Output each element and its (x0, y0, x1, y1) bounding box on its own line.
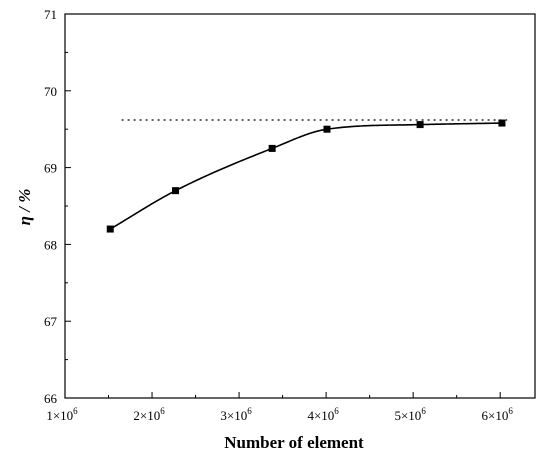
y-tick-label: 71 (44, 7, 57, 22)
x-tick-label: 4×106 (307, 406, 339, 423)
series-line (109, 122, 502, 230)
data-point-marker (172, 187, 180, 195)
x-tick-label: 6×106 (482, 406, 514, 423)
y-tick-label: 67 (44, 314, 58, 329)
y-axis-title: η / % (15, 189, 34, 226)
data-point-marker (416, 121, 424, 129)
data-point-marker (106, 225, 114, 233)
x-tick-label: 2×106 (133, 406, 165, 423)
y-tick-label: 66 (44, 391, 58, 406)
data-point-marker (268, 144, 276, 152)
y-tick-label: 68 (44, 237, 57, 252)
x-tick-label: 3×106 (220, 406, 252, 423)
y-tick-label: 69 (44, 161, 57, 176)
plot-area (106, 119, 508, 233)
x-tick-label: 1×106 (46, 406, 78, 423)
x-axis-title: Number of element (224, 433, 364, 452)
plot-frame (64, 13, 536, 399)
y-tick-label: 70 (44, 84, 57, 99)
x-tick-label: 5×106 (394, 406, 426, 423)
data-point-marker (323, 125, 331, 133)
data-point-marker (498, 119, 506, 127)
axes: 1×106 2×106 3×106 4×106 5×106 6×106 66 67 68 69 70… (44, 7, 536, 423)
